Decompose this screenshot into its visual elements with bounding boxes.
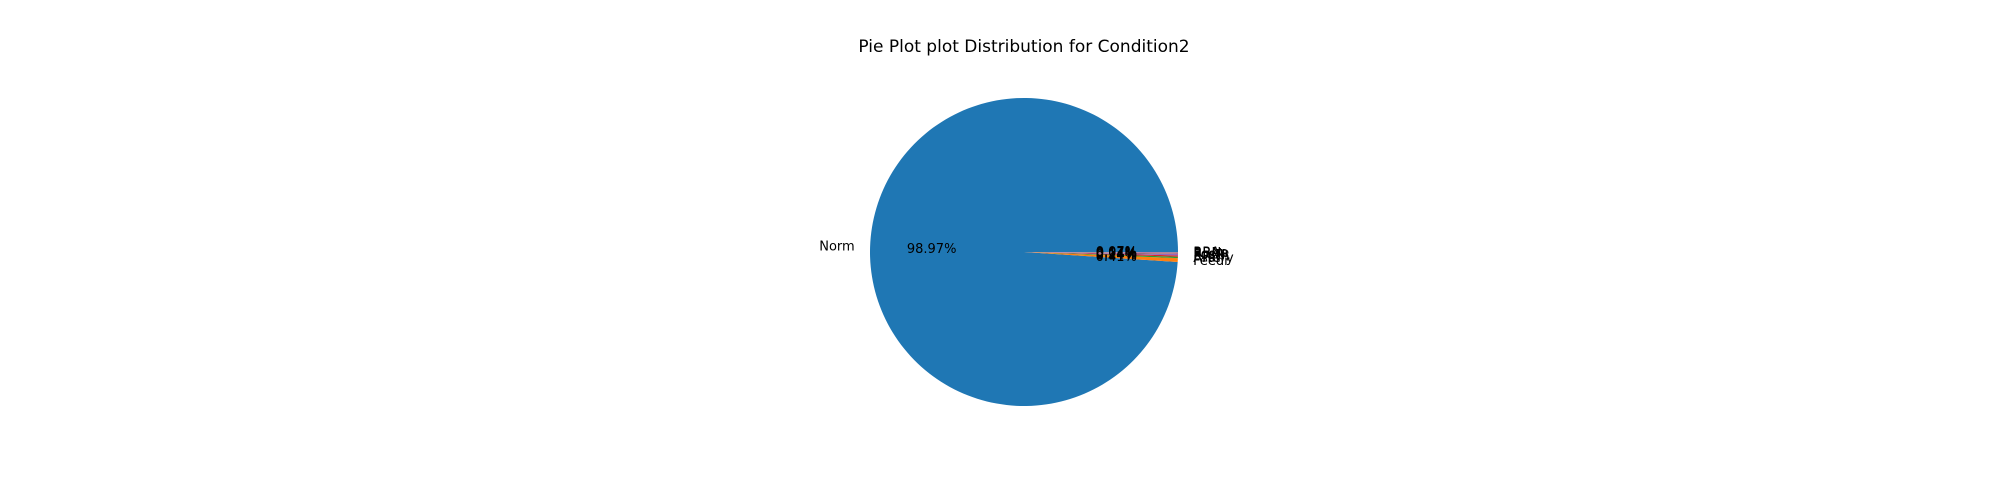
slice-pct-label-rrnn: 0.14% [1096,247,1137,262]
pie-slice-rrnn [1024,252,1178,257]
slice-pct-label-rrne: 0.07% [1096,246,1137,261]
slice-label-rrnn: RRNn [1193,249,1229,264]
slice-pct-label-feedr: 0.41% [1096,250,1137,265]
slice-label-artery: Artery [1193,251,1234,266]
slice-pct-label-norm: 98.97% [907,242,957,257]
slice-label-feedr: Feedr [1193,254,1230,269]
slice-pct-label-artery: 0.14% [1096,248,1137,263]
pie-slice-feedr [1024,252,1178,263]
pie-slice-rran [1024,252,1178,253]
pie-slices [870,97,1178,406]
pie-slice-posn [1024,252,1178,256]
pie-slice-rrne [1024,252,1178,254]
chart-title: Pie Plot plot Distribution for Condition… [858,37,1189,57]
slice-label-posn: PosN [1193,248,1225,263]
slice-label-rrne: RRNe [1193,246,1229,261]
slice-label-posa: PosA [1193,247,1224,262]
slice-pct-label-rran: 0.07% [1096,245,1137,260]
pie-slice-posa [1024,252,1178,255]
slice-pct-label-posa: 0.07% [1096,246,1137,261]
pie-slice-artery [1024,252,1178,259]
pie-slice-norm [870,97,1178,406]
slice-label-rran: RRAn [1193,245,1228,260]
slice-pct-label-posn: 0.14% [1096,247,1137,262]
slice-label-norm: Norm [819,239,854,254]
